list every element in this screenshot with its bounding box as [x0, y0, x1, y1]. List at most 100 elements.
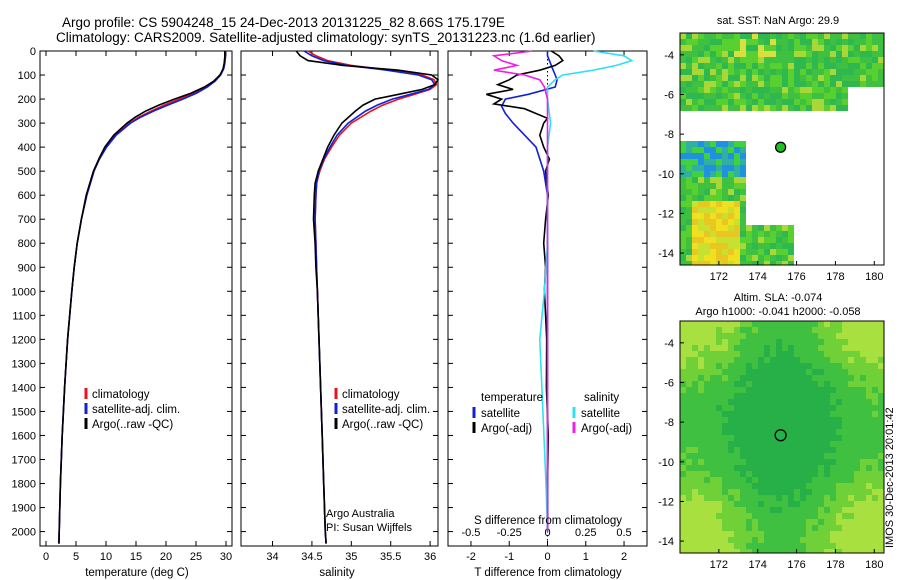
map-cell: [752, 375, 758, 381]
map-cell: [728, 339, 734, 345]
map-cell: [698, 333, 704, 339]
map-cell: [704, 195, 710, 201]
map-cell: [746, 105, 752, 111]
map-cell: [860, 63, 866, 69]
map-cell: [806, 459, 812, 465]
map-cell: [824, 495, 830, 501]
map-cell: [716, 447, 722, 453]
map-cell: [818, 357, 824, 363]
map-cell: [710, 261, 716, 265]
map-cell: [794, 543, 800, 549]
map-cell: [722, 477, 728, 483]
map-cell: [758, 537, 764, 543]
map-cell: [722, 189, 728, 195]
map-cell: [740, 69, 746, 75]
map-cell: [734, 327, 740, 333]
map-cell: [860, 543, 866, 549]
map-cell: [788, 501, 794, 507]
map-cell: [710, 549, 716, 553]
map-cell: [716, 399, 722, 405]
map-cell: [776, 57, 782, 63]
map-cell: [680, 429, 686, 435]
map-cell: [836, 357, 842, 363]
map-cell: [686, 465, 692, 471]
map-cell: [788, 489, 794, 495]
map-cell: [734, 501, 740, 507]
map-cell: [806, 441, 812, 447]
difference-series-salinity-argo-adj-: [491, 50, 549, 532]
map-cell: [776, 381, 782, 387]
depth-tick-label: 800: [18, 238, 36, 250]
map-cell: [704, 39, 710, 45]
map-cell: [842, 507, 848, 513]
map-cell: [788, 33, 794, 39]
map-cell: [842, 417, 848, 423]
map-cell: [758, 39, 764, 45]
map-cell: [734, 159, 740, 165]
map-cell: [722, 321, 728, 327]
map-cell: [824, 321, 830, 327]
map-cell: [758, 375, 764, 381]
map-cell: [776, 477, 782, 483]
map-cell: [764, 351, 770, 357]
map-cell: [848, 39, 854, 45]
difference-legend-label: satellite: [481, 408, 520, 420]
map-cell: [710, 363, 716, 369]
map-cell: [758, 519, 764, 525]
map-cell: [818, 39, 824, 45]
map-cell: [728, 45, 734, 51]
map-cell: [812, 453, 818, 459]
map-cell: [782, 357, 788, 363]
map-cell: [830, 93, 836, 99]
map-cell: [758, 93, 764, 99]
map-cell: [680, 33, 686, 39]
map-cell: [788, 417, 794, 423]
map-cell: [698, 255, 704, 261]
map-cell: [716, 477, 722, 483]
map-cell: [746, 39, 752, 45]
map-cell: [866, 495, 872, 501]
map-cell: [680, 207, 686, 213]
map-cell: [818, 405, 824, 411]
map-cell: [824, 363, 830, 369]
map-cell: [854, 57, 860, 63]
map-cell: [752, 423, 758, 429]
map-cell: [794, 471, 800, 477]
map-cell: [710, 435, 716, 441]
map-cell: [680, 393, 686, 399]
map-cell: [818, 57, 824, 63]
map-cell: [698, 549, 704, 553]
map-cell: [818, 387, 824, 393]
map-cell: [716, 87, 722, 93]
map-cell: [692, 159, 698, 165]
depth-tick-label: 1000: [12, 286, 36, 298]
salinity-xtick-label: 34: [266, 551, 278, 563]
map-cell: [860, 339, 866, 345]
map-cell: [800, 525, 806, 531]
map-cell: [872, 45, 878, 51]
sla-map-grid: [680, 321, 884, 553]
map-cell: [812, 105, 818, 111]
map-cell: [764, 501, 770, 507]
map-cell: [878, 381, 884, 387]
map-cell: [746, 393, 752, 399]
map-cell: [692, 333, 698, 339]
map-cell: [716, 171, 722, 177]
map-cell: [746, 255, 752, 261]
map-cell: [686, 543, 692, 549]
map-cell: [710, 543, 716, 549]
map-cell: [710, 141, 716, 147]
map-cell: [680, 183, 686, 189]
map-cell: [728, 435, 734, 441]
map-cell: [782, 411, 788, 417]
map-cell: [872, 519, 878, 525]
map-cell: [740, 255, 746, 261]
map-cell: [692, 87, 698, 93]
map-cell: [878, 399, 884, 405]
map-cell: [836, 381, 842, 387]
map-cell: [764, 39, 770, 45]
map-cell: [878, 33, 884, 39]
salinity-xtick-label: 35.5: [380, 551, 401, 563]
map-cell: [812, 501, 818, 507]
map-cell: [740, 243, 746, 249]
